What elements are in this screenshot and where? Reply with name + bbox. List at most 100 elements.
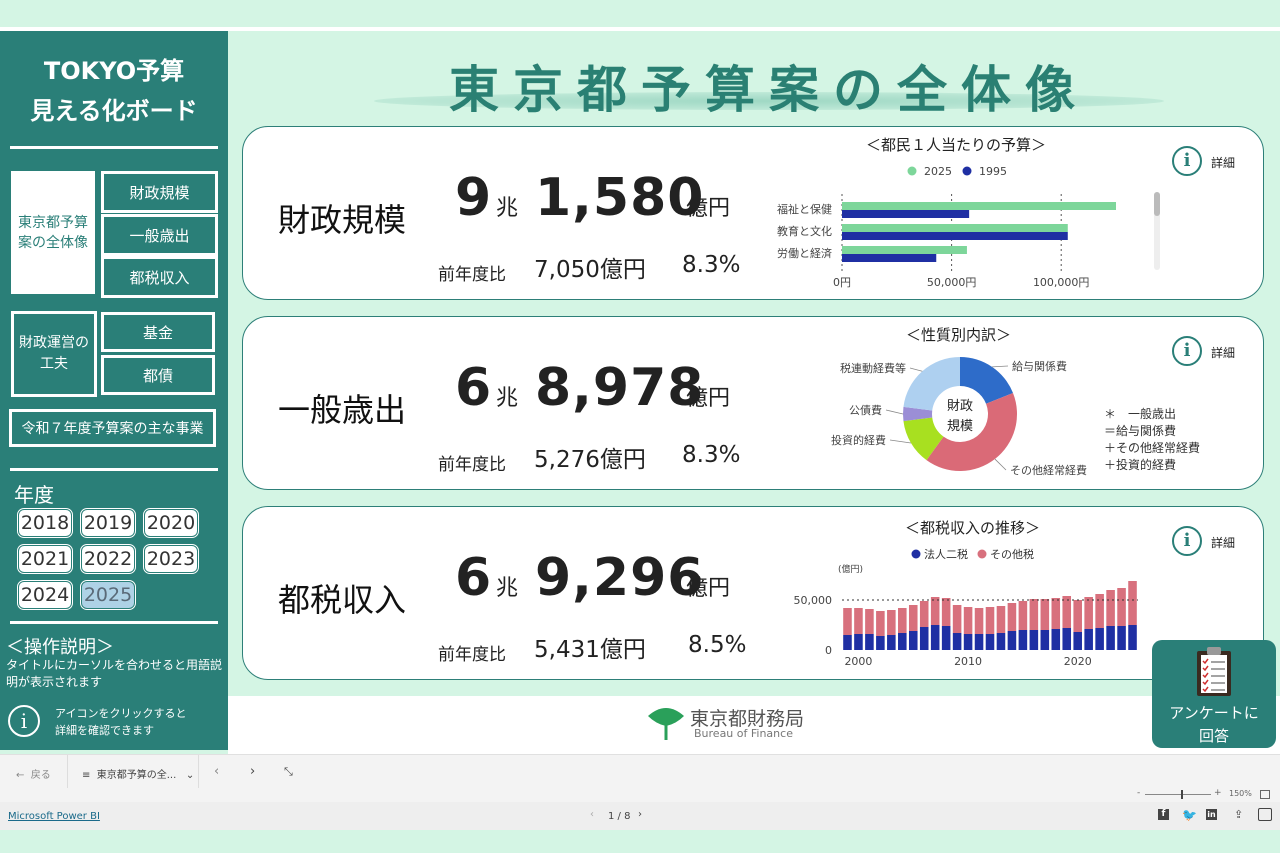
year-button-2023[interactable]: 2023: [143, 544, 199, 574]
pie-leader-line: [992, 365, 1009, 368]
bar-other-tax: [1007, 603, 1017, 631]
year-button-2019[interactable]: 2019: [80, 508, 136, 538]
bar-1995: [842, 232, 1068, 240]
bar-other-tax: [876, 611, 885, 636]
detail-label[interactable]: 詳細: [1211, 536, 1236, 550]
x-tick-label: 100,000円: [1033, 276, 1090, 289]
bar-other-tax: [941, 598, 951, 626]
pie-note-line3: ＋その他経常経費: [1104, 441, 1201, 455]
nav-fund-button[interactable]: 基金: [101, 312, 215, 352]
year-button-2025[interactable]: 2025: [80, 580, 136, 610]
share-icon[interactable]: ⇪: [1234, 808, 1244, 821]
info-detail-icon[interactable]: i: [1172, 336, 1202, 366]
chart1-title: ＜都民１人当たりの予算＞: [866, 136, 1047, 154]
category-label: 福祉と保健: [777, 202, 832, 216]
toolbar-divider: [67, 755, 68, 789]
bar-other-tax: [1117, 588, 1126, 626]
bar-corporate-tax: [887, 635, 896, 650]
pie-label: 公債費: [849, 403, 882, 417]
page-tab-dropdown[interactable]: ≡ 東京都予算の全... ⌄: [82, 766, 194, 781]
page-tab-label: 東京都予算の全...: [96, 770, 177, 781]
bar-other-tax: [865, 609, 874, 634]
operation-text: タイトルにカーソルを合わせると用語説 明が表示されます: [6, 657, 224, 691]
nav-overview[interactable]: 東京都予算 案の全体像: [11, 171, 95, 294]
chart2-title: ＜性質別内訳＞: [906, 326, 1012, 344]
info-detail-icon[interactable]: i: [1172, 526, 1202, 556]
survey-line1: アンケートに: [1169, 704, 1259, 722]
pie-label: 投資的経費: [831, 433, 886, 447]
survey-button[interactable]: アンケートに 回答: [1152, 640, 1276, 748]
arrow-left-icon: ←: [16, 770, 25, 781]
bureau-name-en: Bureau of Finance: [694, 727, 793, 740]
nav-general-expenditure-button[interactable]: 一般歳出: [101, 214, 218, 256]
bar-corporate-tax: [1073, 632, 1082, 650]
bar-corporate-tax: [854, 634, 863, 650]
zoom-out-icon[interactable]: -: [1137, 788, 1141, 798]
bar-other-tax: [898, 608, 907, 633]
zoom-slider-handle[interactable]: [1181, 790, 1183, 799]
year-button-2021[interactable]: 2021: [17, 544, 73, 574]
facebook-icon[interactable]: f: [1158, 809, 1169, 820]
bar-other-tax: [1051, 598, 1061, 629]
detail-label[interactable]: 詳細: [1211, 346, 1236, 360]
linkedin-icon[interactable]: in: [1206, 809, 1217, 820]
year-button-2022[interactable]: 2022: [80, 544, 136, 574]
bar-corporate-tax: [941, 626, 951, 650]
bar-other-tax: [1040, 599, 1050, 630]
bar-other-tax: [854, 608, 863, 634]
year-button-2024[interactable]: 2024: [17, 580, 73, 610]
bar-2025: [842, 224, 1068, 232]
bar-corporate-tax: [876, 636, 885, 650]
clipboard-icon: [1197, 647, 1231, 696]
back-button[interactable]: ← 戻る: [16, 766, 51, 781]
twitter-icon[interactable]: 🐦: [1182, 808, 1197, 822]
zoom-slider[interactable]: [1145, 794, 1211, 795]
zoom-in-icon[interactable]: +: [1214, 788, 1222, 798]
list-icon: ≡: [82, 770, 91, 781]
collapse-icon[interactable]: ⤡: [284, 765, 293, 778]
prev-page-icon[interactable]: ‹: [214, 764, 220, 779]
legend-label-other: その他税: [990, 547, 1034, 561]
pie-leader-line: [994, 458, 1007, 471]
bar-1995: [842, 254, 937, 262]
bar-other-tax: [974, 608, 984, 634]
pie-label: 給与関係費: [1012, 359, 1067, 373]
x-tick-label: 50,000円: [927, 276, 977, 289]
bar-other-tax: [985, 607, 995, 634]
bar-corporate-tax: [1018, 630, 1028, 650]
amount-trillion: 9: [455, 168, 493, 228]
unit-yen: 億円: [686, 196, 731, 221]
next-page-icon[interactable]: ›: [250, 764, 256, 779]
chart-scrollbar-thumb[interactable]: [1154, 192, 1160, 216]
nav-management-button[interactable]: 財政運営の 工夫: [11, 311, 97, 397]
nav-main-projects-button[interactable]: 令和７年度予算案の主な事業: [9, 409, 216, 447]
nav-tax-revenue-button[interactable]: 都税収入: [101, 256, 218, 298]
fullscreen-icon[interactable]: [1258, 808, 1272, 821]
yoy-label: 前年度比: [438, 455, 506, 475]
bar-corporate-tax: [1007, 631, 1017, 650]
powerbi-link[interactable]: Microsoft Power BI: [8, 811, 100, 822]
category-label: 教育と文化: [777, 224, 832, 238]
bar-other-tax: [996, 606, 1006, 633]
detail-label[interactable]: 詳細: [1211, 156, 1236, 170]
next-page-button[interactable]: ›: [638, 809, 642, 820]
pie-slice: [926, 393, 1017, 471]
bar-other-tax: [843, 608, 852, 635]
bar-corporate-tax: [985, 634, 995, 650]
info-icon: i: [8, 705, 40, 737]
x-tick-label: 2020: [1064, 655, 1092, 668]
nav-fiscal-scale-button[interactable]: 財政規模: [101, 171, 218, 213]
nav-overview-line1: 東京都予算: [18, 214, 88, 231]
bar-corporate-tax: [1051, 629, 1061, 650]
pie-slice: [960, 357, 1013, 404]
nav-bonds-button[interactable]: 都債: [101, 355, 215, 395]
year-button-2020[interactable]: 2020: [143, 508, 199, 538]
year-button-2018[interactable]: 2018: [17, 508, 73, 538]
prev-page-button[interactable]: ‹: [590, 809, 594, 820]
nav-management-line2: 工夫: [40, 356, 68, 372]
fit-page-icon[interactable]: [1260, 790, 1270, 799]
pie-note-line2: ＝給与関係費: [1104, 424, 1177, 438]
info-detail-icon[interactable]: i: [1172, 146, 1202, 176]
footer-band: [228, 696, 1280, 754]
pie-note: ＊ 一般歳出 ＝給与関係費 ＋その他経常経費 ＋投資的経費: [1104, 406, 1200, 474]
